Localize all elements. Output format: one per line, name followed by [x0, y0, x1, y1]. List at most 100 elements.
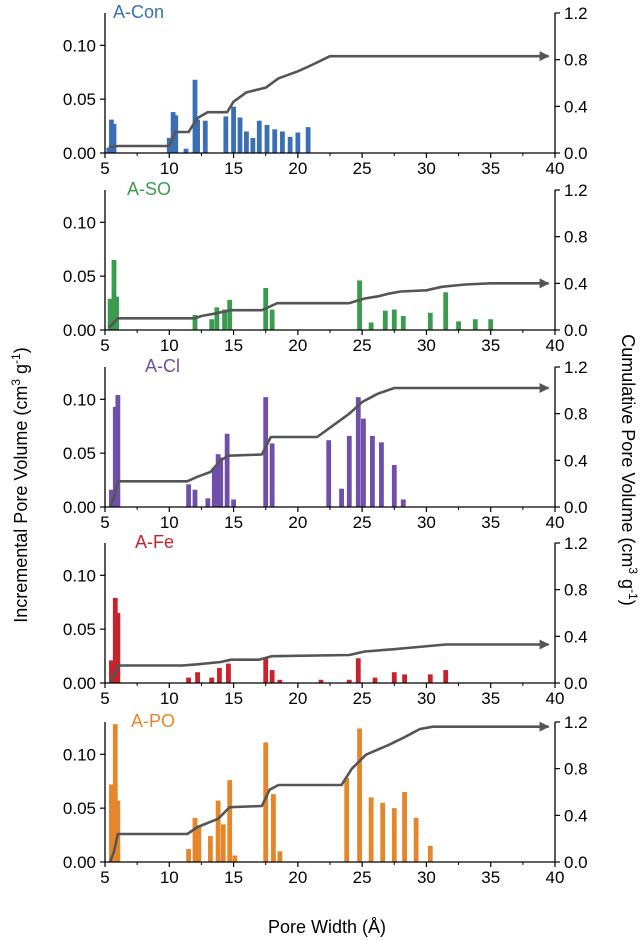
bar-0-2 [111, 123, 117, 153]
x-tick-label-2-2: 15 [224, 513, 243, 532]
x-tick-label-2-0: 5 [100, 513, 109, 532]
bar-0-10 [223, 116, 229, 153]
bar-0-0 [106, 147, 112, 153]
bar-3-5 [209, 677, 215, 683]
bar-2-16 [355, 397, 361, 507]
cumulative-line-0 [108, 54, 549, 149]
bar-2-12 [269, 443, 275, 507]
bar-3-17 [427, 674, 433, 683]
y-right-tick-label-4-0: 0.0 [564, 853, 588, 872]
bar-3-12 [346, 679, 352, 683]
y-right-tick-label-2-0: 0.0 [564, 498, 588, 517]
y-left-tick-label-1-2: 0.10 [63, 213, 96, 232]
y-right-tick-label-2-2: 0.8 [564, 405, 588, 424]
cumulative-arrow-0 [539, 51, 550, 62]
bar-4-17 [380, 802, 386, 862]
y-right-tick-label-3-0: 0.0 [564, 674, 588, 693]
bar-4-11 [263, 742, 269, 862]
y-left-tick-label-4-1: 0.05 [63, 799, 96, 818]
bar-1-2 [114, 296, 119, 330]
x-tick-label-1-2: 15 [224, 336, 243, 355]
bar-0-15 [256, 120, 262, 153]
bar-2-17 [361, 418, 366, 507]
y-left-title-sup2: -1 [9, 353, 23, 364]
x-tick-label-3-4: 25 [353, 689, 372, 708]
x-tick-label-1-7: 40 [546, 336, 565, 355]
bar-3-10 [277, 679, 283, 683]
bar-3-6 [217, 667, 222, 683]
x-tick-label-3-0: 5 [100, 689, 109, 708]
bar-2-11 [263, 397, 269, 507]
bar-0-17 [272, 129, 278, 153]
bar-2-21 [400, 499, 406, 507]
bar-3-1 [112, 597, 118, 683]
y-right-title-main: Cumulative Pore Volume (cm [618, 334, 638, 567]
bar-2-3 [186, 484, 191, 507]
y-right-tick-label-0-0: 0.0 [564, 144, 588, 163]
bar-2-1 [112, 406, 118, 507]
bar-4-0 [109, 784, 114, 862]
y-right-tick-label-3-3: 1.2 [564, 534, 588, 553]
y-right-tick-label-1-0: 0.0 [564, 321, 588, 340]
y-left-tick-label-1-1: 0.05 [63, 267, 96, 286]
y-right-tick-label-1-3: 1.2 [564, 181, 588, 200]
panel-title-3: A-Fe [135, 532, 174, 552]
bar-2-19 [379, 442, 384, 507]
y-right-tick-label-4-1: 0.4 [564, 806, 588, 825]
y-right-tick-label-1-1: 0.4 [564, 274, 588, 293]
bar-2-15 [346, 435, 352, 507]
bar-2-0 [109, 489, 114, 507]
x-tick-label-0-3: 20 [288, 159, 307, 178]
y-left-tick-label-3-1: 0.05 [63, 620, 96, 639]
y-left-tick-label-0-0: 0.00 [63, 144, 96, 163]
bar-1-4 [209, 319, 215, 330]
y-left-title-sup: 3 [9, 379, 23, 386]
bar-4-21 [427, 845, 433, 862]
x-tick-label-4-3: 20 [288, 868, 307, 887]
bar-0-9 [202, 120, 208, 153]
x-tick-label-1-0: 5 [100, 336, 109, 355]
bar-0-1 [109, 119, 114, 153]
x-tick-label-4-2: 15 [224, 868, 243, 887]
y-right-tick-label-1-2: 0.8 [564, 228, 588, 247]
y-left-tick-label-2-0: 0.00 [63, 498, 96, 517]
y-left-title-mid: g [11, 364, 31, 379]
y-right-tick-label-3-2: 0.8 [564, 581, 588, 600]
bar-4-13 [277, 851, 283, 862]
y-left-tick-label-4-0: 0.00 [63, 853, 96, 872]
x-tick-label-0-6: 35 [481, 159, 500, 178]
y-right-tick-label-4-2: 0.8 [564, 760, 588, 779]
bar-2-18 [370, 435, 375, 507]
y-axis-left-title: Incremental Pore Volume (cm3 g-1) [9, 347, 31, 622]
y-right-tick-label-2-1: 0.4 [564, 451, 588, 470]
bar-4-9 [227, 780, 233, 862]
x-tick-label-3-5: 30 [417, 689, 436, 708]
bar-3-7 [226, 663, 231, 683]
panel-title-4: A-PO [131, 711, 175, 731]
y-left-title-main: Incremental Pore Volume (cm [11, 386, 31, 623]
bar-1-14 [400, 316, 406, 330]
x-tick-label-2-6: 35 [481, 513, 500, 532]
bar-0-16 [264, 125, 270, 153]
bar-0-7 [192, 79, 198, 153]
bar-0-21 [305, 127, 311, 153]
bar-4-15 [357, 728, 362, 862]
x-tick-label-1-5: 30 [417, 336, 436, 355]
bar-4-6 [208, 836, 213, 862]
bar-3-11 [318, 679, 324, 683]
x-tick-label-4-4: 25 [353, 868, 372, 887]
cumulative-line-2 [108, 386, 549, 508]
bar-3-14 [372, 677, 378, 683]
y-right-title-sup2: -1 [626, 589, 640, 600]
y-left-tick-label-3-0: 0.00 [63, 674, 96, 693]
bar-0-20 [295, 132, 301, 153]
bar-4-8 [220, 824, 226, 862]
bar-1-10 [357, 280, 362, 330]
bar-1-9 [269, 309, 275, 330]
x-tick-label-0-4: 25 [353, 159, 372, 178]
x-tick-label-0-1: 10 [160, 159, 179, 178]
panel-title-0: A-Con [113, 2, 164, 22]
x-tick-label-1-6: 35 [481, 336, 500, 355]
bar-4-7 [215, 800, 221, 862]
y-right-tick-label-2-3: 1.2 [564, 358, 588, 377]
